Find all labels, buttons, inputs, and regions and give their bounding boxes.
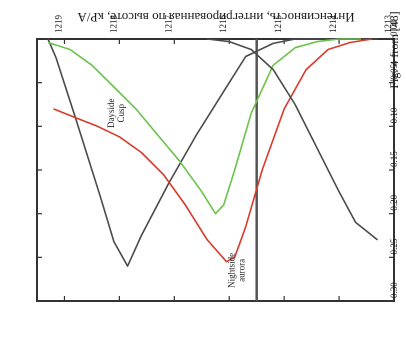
series-line-1 — [53, 38, 373, 263]
x-tick-label-5: 1218 — [108, 15, 118, 34]
annotation-0-line-0: Nightside — [227, 253, 237, 288]
y-tick-label-1: 0.05 — [389, 63, 399, 79]
y-tick-label-2: 0.10 — [389, 107, 399, 123]
y-tick-label-0: 0.00 — [389, 20, 399, 36]
annotations-layer: Nightside aurora Dayside Cusp — [106, 98, 247, 287]
y-tick-label-4: 0.20 — [389, 194, 399, 210]
y-tick-label-3: 0.15 — [389, 151, 399, 167]
x-tick-label-6: 1219 — [53, 15, 63, 34]
series-line-2 — [47, 38, 361, 215]
x-tick-label-2: 1215 — [273, 15, 283, 34]
annotation-0: Nightside aurora — [227, 253, 247, 288]
y-tick-label-5: 0.25 — [389, 238, 399, 254]
annotation-1-line-0: Dayside — [106, 98, 116, 128]
x-tick-label-4: 1217 — [163, 15, 173, 34]
y-tick-label-6: 0.30 — [389, 282, 399, 298]
annotation-1: Dayside Cusp — [106, 98, 126, 128]
x-tick-label-1: 1214 — [328, 15, 338, 34]
series-layer — [47, 38, 378, 267]
x-tick-label-3: 1216 — [218, 15, 228, 34]
y-axis-ticks: 0.00 0.05 0.10 0.15 0.20 0.25 0.30 — [37, 20, 399, 302]
annotation-0-line-1: aurora — [237, 259, 247, 282]
plot-area — [36, 38, 395, 302]
figure-reference: Fig. 4 from [48] — [387, 11, 401, 88]
y-axis-label: Интенсивность, интегрированная по высоте… — [77, 10, 355, 25]
annotation-1-line-1: Cusp — [116, 103, 126, 122]
x-tick-label-0: 1213 — [383, 15, 393, 34]
series-line-3 — [207, 38, 378, 241]
series-line-0 — [47, 38, 378, 267]
